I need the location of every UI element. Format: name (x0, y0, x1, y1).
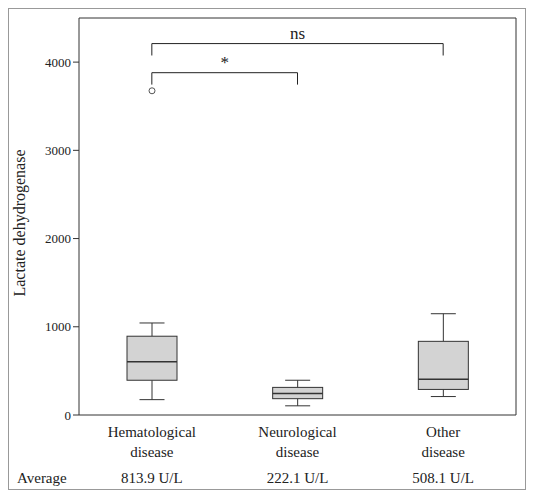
svg-text:*: * (220, 53, 229, 72)
svg-text:1000: 1000 (45, 319, 71, 334)
svg-text:4000: 4000 (45, 55, 71, 70)
svg-text:222.1 U/L: 222.1 U/L (267, 470, 329, 486)
svg-text:Average: Average (17, 470, 67, 486)
svg-text:disease: disease (276, 444, 320, 460)
svg-text:disease: disease (130, 444, 174, 460)
svg-text:Other: Other (426, 424, 460, 440)
svg-text:disease: disease (422, 444, 466, 460)
svg-text:ns: ns (290, 24, 305, 43)
svg-text:Lactate dehydrogenase: Lactate dehydrogenase (11, 149, 29, 296)
svg-text:0: 0 (65, 408, 72, 423)
svg-text:Neurological: Neurological (258, 424, 336, 440)
svg-text:3000: 3000 (45, 143, 71, 158)
svg-text:508.1 U/L: 508.1 U/L (412, 470, 474, 486)
svg-text:813.9 U/L: 813.9 U/L (121, 470, 183, 486)
svg-text:2000: 2000 (45, 231, 71, 246)
svg-text:Hematological: Hematological (108, 424, 196, 440)
